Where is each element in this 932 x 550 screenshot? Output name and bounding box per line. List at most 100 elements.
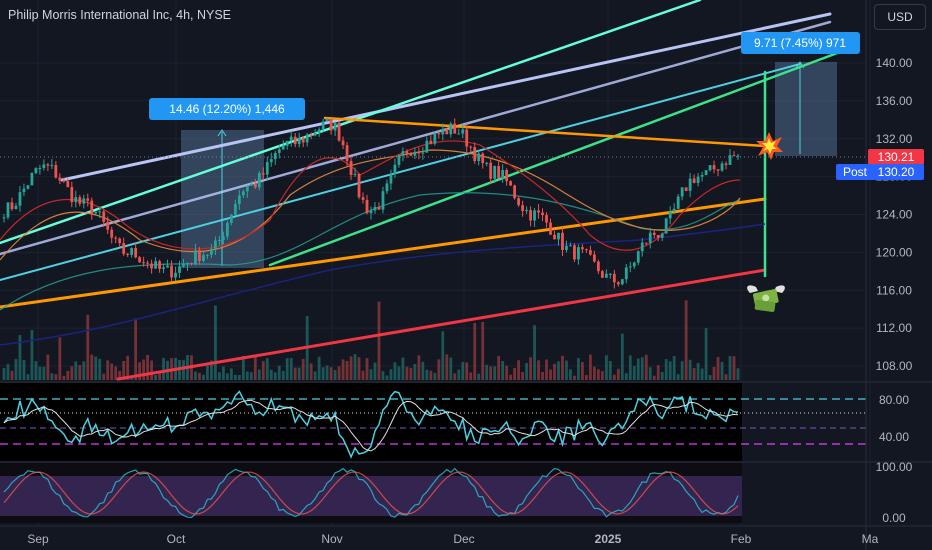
candle-body [357,173,361,198]
volume-bar [98,358,102,380]
candle-body [321,121,325,130]
candle-body [533,210,536,221]
volume-bar [114,366,118,380]
candle-body [600,271,604,278]
candle-body [712,165,716,170]
candle-body [114,237,118,239]
candle-body [732,155,736,157]
trend-lines[interactable] [0,0,842,381]
volume-bar [405,366,409,380]
volume-bar [684,300,688,380]
candle-body [194,250,197,264]
candle-body [225,222,229,237]
price-tick-label: 136.00 [876,94,913,108]
volume-bar [656,365,660,380]
volume-bar [62,375,66,380]
candle-body [385,183,389,192]
volume-bar [154,375,157,380]
candle-body [206,254,209,256]
volume-bar [162,358,165,380]
candle-body [253,183,257,188]
candle-body [660,233,664,238]
lavender-channel-top[interactable] [60,12,832,182]
volume-bar [321,367,325,380]
candle-body [668,211,672,219]
price-tick-label: 116.00 [876,283,912,297]
volume-bar [652,375,656,380]
green-channel-bottom[interactable] [268,50,842,267]
time-axis[interactable]: Sep Oct Nov Dec 2025 Feb Ma [27,532,878,546]
volume-bar [2,368,6,380]
orange-support[interactable] [0,197,767,309]
volume-bar [210,360,213,380]
candle-body [425,140,429,153]
left-measure-arrowhead [217,129,227,137]
price-tick-label: 112.00 [876,321,912,335]
volume-bar [90,354,94,380]
candle-body [233,204,237,215]
candle-body [265,162,269,175]
candle-body [716,169,720,171]
candle-body [285,140,289,146]
time-tick-label: Nov [321,532,342,546]
volume-bar [672,356,676,380]
candle-body [628,266,632,268]
candle-body [688,178,692,191]
price-tick-label: 124.00 [876,208,913,222]
volume-bar [317,356,321,380]
chart-title: Philip Morris International Inc, 4h, NYS… [8,8,232,22]
price-axis[interactable]: 140.00136.00132.00128.00124.00120.00116.… [876,56,913,373]
candle-body [166,265,169,268]
cyan-channel-top[interactable] [0,0,702,245]
money-with-wings-icon [747,285,785,313]
volume-bar [222,366,225,380]
rsi-line [3,390,739,459]
candle-body [22,188,26,193]
candle-body [577,247,580,260]
volume-bar [720,361,724,380]
candle-body [565,245,568,250]
left-measure-label[interactable]: 14.46 (12.20%) 1,446 [149,98,305,120]
candle-body [301,137,305,143]
volume-bar [481,321,485,380]
last-price-tag: 130.21 [868,149,924,165]
cyan-channel-mid[interactable] [0,63,801,281]
volume-bar [581,362,584,380]
volume-bar [273,372,277,380]
volume-bar [182,360,185,380]
candle-body [513,185,517,199]
candle-body [6,202,10,218]
candle-body [154,261,157,269]
candle-body [337,122,341,141]
candle-body [333,122,337,131]
time-tick-label: Oct [167,532,186,546]
volume-bar [229,368,233,380]
candle-body [553,234,556,240]
candle-body [297,137,301,145]
volume-bar [509,374,513,380]
candle-body [461,129,465,134]
candle-body [377,206,381,210]
volume-bar [600,371,604,380]
candle-body [237,195,241,205]
volume-bar [301,359,305,380]
red-support[interactable] [116,268,767,381]
volume-bar [245,371,249,380]
lavender-channel-mid[interactable] [0,20,832,256]
right-measure-box[interactable] [775,62,837,156]
right-measure-label[interactable]: 9.71 (7.45%) 971 [741,32,860,54]
orange-resistance[interactable] [323,116,767,148]
volume-bar [218,372,221,380]
candle-body [349,160,353,176]
candle-body [589,250,592,255]
candle-body [106,221,110,230]
volume-bar [369,369,373,380]
volume-bar [724,374,728,380]
volume-bar [668,361,672,380]
candle-body [620,279,624,285]
candle-body [692,178,696,183]
candle-body [186,263,189,265]
currency-button[interactable]: USD [874,4,926,30]
volume-bar [269,369,273,380]
